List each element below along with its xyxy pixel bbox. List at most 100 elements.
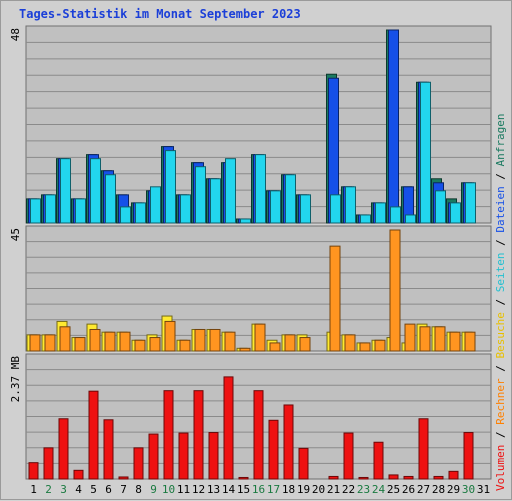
bar-rechner-day-6: [104, 331, 116, 352]
x-tick-label-day-8: 8: [135, 483, 142, 496]
legend-separator: /: [494, 359, 507, 379]
x-tick-label-day-13: 13: [207, 483, 220, 496]
bar-seiten-day-27: [420, 81, 431, 224]
bar-rechner-day-24: [374, 339, 386, 352]
bar-seiten-day-11: [180, 194, 191, 224]
bar-volumen-day-18: [283, 404, 294, 480]
x-tick-label-day-17: 17: [267, 483, 280, 496]
x-tick-label-day-31: 31: [477, 483, 490, 496]
bar-volumen-day-1: [28, 462, 39, 480]
bar-volumen-day-14: [223, 376, 234, 480]
bar-rechner-day-1: [29, 334, 41, 352]
bar-volumen-day-8: [133, 447, 144, 480]
x-tick-label-day-6: 6: [105, 483, 112, 496]
bar-rechner-day-27: [419, 326, 431, 352]
x-tick-label-day-9: 9: [150, 483, 157, 496]
bar-rechner-day-10: [164, 320, 176, 352]
bar-rechner-day-26: [404, 323, 416, 352]
bar-rechner-day-30: [464, 331, 476, 352]
bar-seiten-day-21: [330, 194, 341, 224]
x-tick-label-day-26: 26: [402, 483, 415, 496]
bar-rechner-day-19: [299, 337, 311, 352]
bar-seiten-day-26: [405, 214, 416, 224]
x-tick-label-day-23: 23: [357, 483, 370, 496]
legend-item-rechner: Rechner: [494, 378, 507, 425]
x-tick-label-day-18: 18: [282, 483, 295, 496]
bar-seiten-day-9: [150, 186, 161, 224]
bar-seiten-day-18: [285, 174, 296, 224]
bar-rechner-day-12: [194, 328, 206, 352]
x-tick-label-day-24: 24: [372, 483, 386, 496]
bar-seiten-day-16: [255, 154, 266, 224]
bar-seiten-day-12: [195, 166, 206, 224]
bar-volumen-day-26: [403, 475, 414, 480]
bar-seiten-day-24: [375, 202, 386, 224]
bar-volumen-day-29: [448, 470, 459, 480]
bar-seiten-day-2: [45, 194, 56, 224]
bar-volumen-day-25: [388, 474, 399, 480]
bar-volumen-day-12: [193, 390, 204, 480]
legend-item-dateien: Dateien: [494, 186, 507, 232]
bar-rechner-day-17: [269, 342, 281, 352]
legend-item-seiten: Seiten: [494, 253, 507, 293]
x-tick-label-day-19: 19: [297, 483, 310, 496]
bar-volumen-day-5: [88, 390, 99, 480]
bar-volumen-day-2: [43, 447, 54, 480]
bar-volumen-day-16: [253, 390, 264, 480]
legend-separator: /: [494, 292, 507, 312]
bar-rechner-day-14: [224, 331, 236, 352]
bar-rechner-day-5: [89, 328, 101, 352]
bar-rechner-day-11: [179, 339, 191, 352]
bar-seiten-day-7: [120, 206, 131, 224]
x-tick-label-day-4: 4: [75, 483, 82, 496]
x-tick-label-day-5: 5: [90, 483, 97, 496]
x-tick-label-day-10: 10: [162, 483, 175, 496]
x-tick-label-day-30: 30: [462, 483, 475, 496]
legend-item-volumen: Volumen: [494, 445, 507, 491]
legend-separator: /: [494, 233, 507, 253]
bar-seiten-day-29: [450, 202, 461, 224]
bar-seiten-day-4: [75, 198, 86, 224]
x-tick-label-day-27: 27: [417, 483, 430, 496]
bar-volumen-day-6: [103, 419, 114, 480]
bar-volumen-day-27: [418, 418, 429, 480]
bar-rechner-day-4: [74, 337, 86, 352]
bar-volumen-day-17: [268, 419, 279, 480]
panel-requests-ymax-label: 48: [9, 28, 22, 41]
bar-volumen-day-30: [463, 432, 474, 480]
bar-seiten-day-30: [465, 182, 476, 224]
bar-volumen-day-9: [148, 433, 159, 480]
bar-rechner-day-28: [434, 326, 446, 352]
bar-volumen-day-13: [208, 432, 219, 480]
x-tick-label-day-21: 21: [327, 483, 340, 496]
bar-seiten-day-17: [270, 190, 281, 224]
bar-rechner-day-2: [44, 334, 56, 352]
bar-seiten-day-3: [60, 158, 71, 224]
bar-volumen-day-7: [118, 476, 129, 480]
bar-volumen-day-21: [328, 475, 339, 480]
bar-volumen-day-15: [238, 476, 249, 480]
panel-volume-ymax-label: 2.37 MB: [9, 356, 22, 403]
x-tick-label-day-14: 14: [222, 483, 236, 496]
bar-seiten-day-28: [435, 190, 446, 224]
bar-rechner-day-3: [59, 326, 71, 352]
bar-rechner-day-25: [389, 229, 401, 352]
bar-volumen-day-22: [343, 432, 354, 480]
bar-seiten-day-22: [345, 186, 356, 224]
x-tick-label-day-28: 28: [432, 483, 445, 496]
x-tick-label-day-2: 2: [45, 483, 52, 496]
bar-volumen-day-4: [73, 469, 84, 480]
x-tick-label-day-15: 15: [237, 483, 250, 496]
bar-seiten-day-19: [300, 194, 311, 224]
legend-item-anfragen: Anfragen: [494, 113, 507, 166]
panel-visits-ymax-label: 45: [9, 228, 22, 241]
bar-rechner-day-16: [254, 323, 266, 352]
bar-rechner-day-18: [284, 334, 296, 352]
bar-rechner-day-15: [239, 347, 251, 352]
x-tick-label-day-25: 25: [387, 483, 400, 496]
bar-rechner-day-7: [119, 331, 131, 352]
bar-rechner-day-29: [449, 331, 461, 352]
legend-separator: /: [494, 166, 507, 186]
bar-rechner-day-22: [344, 334, 356, 352]
